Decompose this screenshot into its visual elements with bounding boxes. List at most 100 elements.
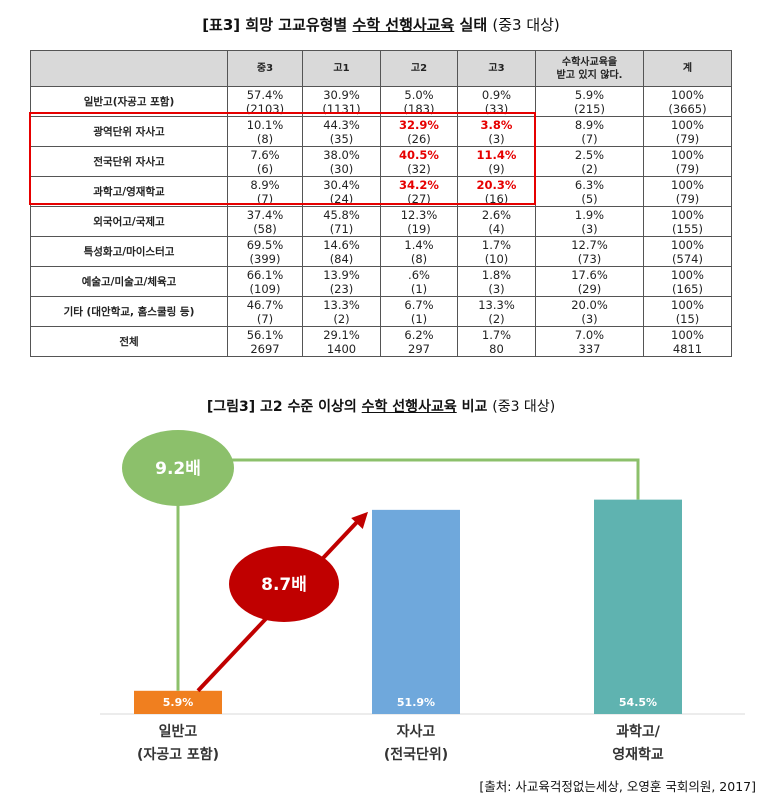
- cell-count: (23): [329, 281, 354, 296]
- cell-percent: 20.0%: [571, 297, 608, 312]
- row-label: 특성화고/마이스터고: [30, 236, 228, 267]
- table-row: 기타 (대안학교, 홈스쿨링 등) 46.7% (7) 13.3% (2) 6.7% (1)…: [30, 296, 732, 327]
- table-cell: 40.5% (32): [380, 146, 458, 177]
- cell-percent: .6%: [408, 267, 430, 282]
- cell-count: (71): [329, 221, 354, 236]
- category-label: (자공고 포함): [137, 746, 219, 763]
- table-title-prefix: [표3]: [202, 16, 241, 34]
- table-cell: 56.1% 2697: [227, 326, 303, 357]
- table-cell: 7.0% 337: [535, 326, 644, 357]
- cell-percent: 0.9%: [481, 87, 512, 102]
- bar: [134, 690, 222, 714]
- row-label: 기타 (대안학교, 홈스쿨링 등): [30, 296, 228, 327]
- cell-percent: 100%: [671, 297, 704, 312]
- cell-percent: 100%: [671, 147, 704, 162]
- cell-percent: 57.4%: [246, 87, 284, 102]
- table-cell: 100% (79): [643, 176, 732, 207]
- cell-count: (9): [488, 161, 505, 176]
- table-row: 광역단위 자사고 10.1% (8) 44.3% (35) 32.9% (26) 3.8% (3…: [30, 116, 732, 147]
- bar-chart: 5.9% 일반고 (자공고 포함) 51.9% 자사고 (전국단위) 54.5% 과학고/영재…: [100, 430, 745, 763]
- cell-percent: 5.9%: [574, 87, 605, 102]
- table-title-post: 실태: [459, 16, 488, 34]
- table-cell: 6.2% 297: [380, 326, 458, 357]
- bar: [372, 509, 460, 714]
- cell-count: (3): [488, 281, 505, 296]
- cell-count: (79): [675, 131, 700, 146]
- figure-title-post: 비교: [461, 399, 488, 415]
- table-cell: 66.1% (109): [227, 266, 303, 297]
- cell-percent: 6.7%: [404, 297, 434, 312]
- category-label: 일반고: [159, 723, 198, 740]
- cell-percent: 32.9%: [399, 117, 439, 132]
- cell-count: (32): [407, 161, 431, 176]
- cell-count: (3): [488, 131, 505, 146]
- column-header: 고1: [302, 50, 381, 87]
- table-cell: 2.5% (2): [535, 146, 644, 177]
- column-header: 고3: [457, 50, 536, 87]
- cell-count: (7): [581, 131, 598, 146]
- table-row: 전국단위 자사고 7.6% (6) 38.0% (30) 40.5% (32) 11.4% (9…: [30, 146, 732, 177]
- row-label: 과학고/영재학교: [30, 176, 228, 207]
- annotation-badge: [122, 430, 234, 506]
- table-cell: 1.9% (3): [535, 206, 644, 237]
- annotation-label: 8.7배: [261, 575, 307, 595]
- cell-count: (3665): [668, 101, 707, 116]
- cell-count: (2): [581, 161, 598, 176]
- table-cell: 13.3% (2): [457, 296, 536, 327]
- category-label: 과학고/: [616, 724, 661, 740]
- cell-percent: 100%: [671, 237, 704, 252]
- data-table: 중3 고1 고2 고3 수학사교육을 받고 있지 않다. 계 일반고(자공고 포함) 57.4…: [30, 50, 732, 357]
- cell-count: (6): [256, 161, 274, 176]
- cell-percent: 38.0%: [323, 147, 360, 162]
- cell-percent: 46.7%: [246, 297, 284, 312]
- annotation-label: 9.2배: [155, 459, 201, 479]
- cell-count: (27): [407, 191, 431, 206]
- cell-percent: 30.4%: [323, 177, 360, 192]
- cell-percent: 37.4%: [246, 207, 284, 222]
- table-cell: .6% (1): [380, 266, 458, 297]
- bar-value-label: 51.9%: [397, 696, 435, 709]
- cell-count: (16): [484, 191, 509, 206]
- cell-percent: 40.5%: [399, 147, 439, 162]
- table-cell: 69.5% (399): [227, 236, 303, 267]
- table-cell: 34.2% (27): [380, 176, 458, 207]
- table-cell: 30.4% (24): [302, 176, 381, 207]
- figure-title-underlined: 수학 선행사교육: [361, 399, 457, 415]
- cell-percent: 7.0%: [574, 327, 605, 342]
- cell-count: (1131): [322, 101, 361, 116]
- cell-count: (73): [577, 251, 602, 266]
- column-header: 계: [643, 50, 732, 87]
- table-row: 특성화고/마이스터고 69.5% (399) 14.6% (84) 1.4% (8) 1.7%…: [30, 236, 732, 267]
- table-title-note: (중3 대상): [492, 16, 560, 34]
- row-label: 예술고/미술고/체육고: [30, 266, 228, 297]
- cell-percent: 10.1%: [246, 117, 284, 132]
- cell-percent: 5.0%: [404, 87, 434, 102]
- cell-count: (79): [675, 191, 700, 206]
- column-header: [30, 50, 228, 87]
- cell-percent: 44.3%: [323, 117, 360, 132]
- row-label: 일반고(자공고 포함): [30, 86, 228, 117]
- table-cell: 7.6% (6): [227, 146, 303, 177]
- cell-percent: 1.4%: [404, 237, 434, 252]
- cell-count: (58): [253, 221, 277, 236]
- table-cell: 29.1% 1400: [302, 326, 381, 357]
- connector-line: [176, 458, 640, 691]
- cell-percent: 30.9%: [323, 87, 360, 102]
- table-cell: 45.8% (71): [302, 206, 381, 237]
- cell-count: (26): [407, 131, 431, 146]
- cell-count: 1400: [326, 341, 357, 356]
- cell-percent: 8.9%: [250, 177, 280, 192]
- table-cell: 5.9% (215): [535, 86, 644, 117]
- cell-percent: 13.3%: [323, 297, 360, 312]
- table-row: 외국어고/국제고 37.4% (58) 45.8% (71) 12.3% (19) 2.6%(…: [30, 206, 732, 237]
- cell-count: 4811: [672, 341, 703, 356]
- table-cell: 20.3% (16): [457, 176, 536, 207]
- cell-percent: 34.2%: [399, 177, 439, 192]
- cell-count: (7): [256, 191, 274, 206]
- table-cell: 37.4% (58): [227, 206, 303, 237]
- cell-percent: 56.1%: [246, 327, 284, 342]
- figure-title: [그림3] 고2 수준 이상의 수학 선행사교육 비교 (중3 대상): [0, 396, 762, 416]
- cell-count: (2): [333, 311, 350, 326]
- cell-percent: 1.8%: [481, 267, 512, 282]
- table-cell: 100% (79): [643, 116, 732, 147]
